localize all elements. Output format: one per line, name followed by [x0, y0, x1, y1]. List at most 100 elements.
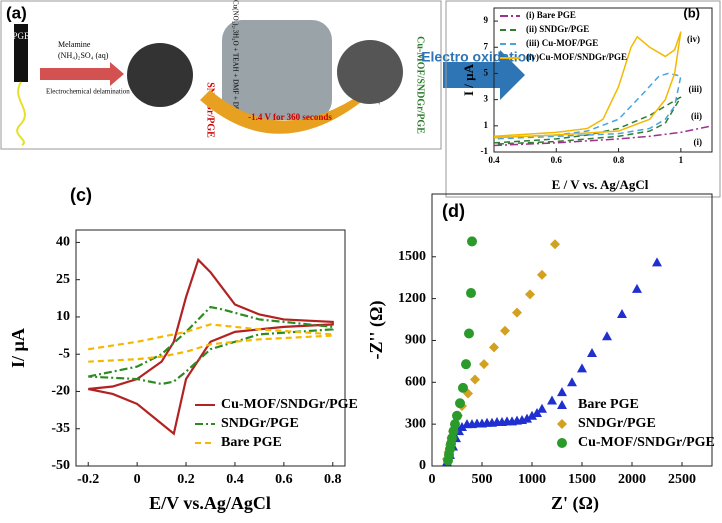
plot-frame — [431, 193, 713, 467]
x-tick-label: 0.2 — [177, 472, 195, 487]
point — [461, 359, 471, 370]
annotation: (iv) — [687, 34, 700, 44]
point — [479, 359, 489, 370]
plot-frame — [75, 229, 346, 467]
x-axis-label: E/V vs.Ag/AgCl — [149, 493, 271, 513]
point — [464, 328, 474, 339]
curved-arrow — [200, 78, 380, 134]
x-tick-label: 2500 — [668, 472, 696, 487]
x-tick-label: 0.8 — [324, 472, 342, 487]
y-tick-label: 1500 — [398, 249, 426, 264]
legend-swatch — [557, 400, 567, 409]
annotation: (iii) — [689, 84, 703, 94]
step: -1.4 V for 360 seconds — [248, 112, 332, 122]
x-tick-label: 1 — [679, 155, 684, 165]
reagent: Cu(NO₃)₂.3H₂O + TEAH + DMF + DBTZ — [231, 0, 239, 120]
legend-label: (i) Bare PGE — [526, 10, 576, 20]
point — [512, 307, 522, 318]
annotation: (ii) — [691, 111, 702, 121]
point — [527, 410, 537, 420]
plot-frame — [493, 7, 713, 153]
y-tick-label: 900 — [405, 333, 426, 348]
point — [532, 407, 542, 417]
x-tick-label: 1000 — [518, 472, 546, 487]
point — [550, 239, 560, 250]
legend-label: Cu-MOF/SNDGr/PGE — [221, 397, 358, 412]
y-tick-label: -50 — [51, 458, 70, 473]
panel-label: (d) — [442, 201, 465, 221]
series-line — [493, 125, 713, 147]
arrow-label: Electro oxidation — [421, 49, 535, 65]
legend-label: SNDGr/PGE — [221, 416, 299, 431]
point — [522, 413, 532, 423]
point — [632, 283, 642, 293]
legend-label: Bare PGE — [221, 435, 282, 450]
panel-label: (b) — [683, 5, 700, 20]
y-tick-label: 5 — [484, 68, 489, 78]
y-tick-label: -5 — [58, 346, 70, 361]
point — [547, 395, 557, 405]
x-tick-label: 0.8 — [613, 155, 625, 165]
sheet — [127, 43, 193, 107]
series-line — [88, 305, 334, 386]
reagent: Melamine — [58, 40, 91, 49]
arrow — [40, 62, 124, 86]
scheme: (a) PGE Melamine (NH₄)₂SO₄ (aq) Electroc… — [0, 0, 535, 150]
legend-label: Cu-MOF/SNDGr/PGE — [578, 435, 715, 450]
point — [450, 419, 460, 430]
point — [470, 374, 480, 385]
x-tick-label: 0.6 — [551, 155, 563, 165]
panel-label: (a) — [6, 3, 27, 22]
y-tick-label: -20 — [51, 384, 70, 399]
point — [457, 421, 467, 431]
series-line — [493, 96, 682, 145]
reagent: (NH₄)₂SO₄ (aq) — [58, 51, 109, 60]
point — [567, 377, 577, 387]
step: Electrochemical delamination — [46, 88, 130, 96]
point — [587, 348, 597, 358]
x-tick-label: 0 — [429, 472, 436, 487]
electrode — [14, 24, 28, 82]
legend-label: SNDGr/PGE — [578, 416, 656, 431]
x-tick-label: 0.4 — [488, 155, 500, 165]
product: Cu-MOF/SNDGr/PGE — [415, 36, 426, 134]
y-tick-label: 600 — [405, 375, 426, 390]
y-tick-label: -1 — [481, 146, 489, 156]
y-axis-label: -Z'' (Ω) — [366, 301, 387, 360]
legend-label: (ii) SNDGr/PGE — [526, 24, 589, 34]
point — [466, 288, 476, 299]
electrode-label: PGE — [12, 31, 30, 41]
point — [458, 382, 468, 393]
x-tick-label: 0 — [134, 472, 141, 487]
y-axis-label: I / µA — [461, 63, 476, 96]
point — [577, 363, 587, 373]
point — [652, 257, 662, 267]
x-tick-label: -0.2 — [77, 472, 99, 487]
legend-swatch — [557, 438, 567, 448]
x-tick-label: 0.4 — [226, 472, 244, 487]
y-tick-label: 1 — [484, 120, 489, 130]
point — [602, 331, 612, 341]
sheet — [337, 40, 403, 104]
y-tick-label: 40 — [56, 235, 70, 250]
series-line — [88, 323, 334, 363]
y-tick-label: -35 — [51, 421, 70, 436]
product: SNDGr/PGE — [205, 82, 216, 138]
y-tick-label: 7 — [484, 41, 489, 51]
point — [500, 325, 510, 336]
point — [525, 289, 535, 300]
photo — [222, 20, 332, 120]
x-tick-label: 2000 — [618, 472, 646, 487]
y-tick-label: 3 — [484, 94, 489, 104]
legend-label: (iii) Cu-MOF/PGE — [526, 38, 598, 48]
x-axis-label: Z' (Ω) — [551, 493, 599, 514]
legend-swatch — [557, 419, 567, 429]
point — [489, 342, 499, 353]
y-tick-label: 9 — [484, 15, 489, 25]
series-line — [88, 257, 334, 436]
x-axis-label: E / V vs. Ag/AgCl — [552, 177, 649, 192]
point — [557, 387, 567, 397]
y-tick-label: 25 — [56, 272, 70, 287]
y-tick-label: 300 — [405, 416, 426, 431]
